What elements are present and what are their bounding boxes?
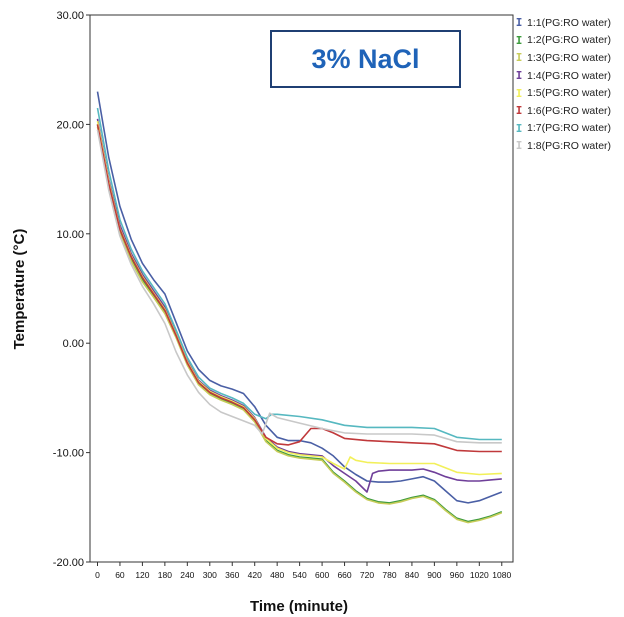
y-axis-label: Temperature (°C) [11, 229, 28, 350]
legend-swatch-3: I [515, 51, 523, 65]
series-line-6 [96, 124, 502, 453]
series-line-2 [96, 124, 503, 523]
x-tick-label: 660 [337, 570, 351, 580]
x-tick-label: 1080 [492, 570, 511, 580]
x-tick-label: 840 [405, 570, 419, 580]
x-tick-label: 960 [450, 570, 464, 580]
legend-swatch-6: I [515, 104, 523, 118]
y-tick-label: 10.00 [56, 229, 84, 241]
legend-label-4: 1:4(PG:RO water) [527, 69, 612, 82]
series-line-7 [96, 107, 502, 441]
x-tick-label: 480 [270, 570, 284, 580]
legend-label-7: 1:7(PG:RO water) [527, 122, 612, 135]
x-tick-label: 900 [427, 570, 441, 580]
legend-item-2: I 1:2(PG:RO water) [514, 32, 622, 50]
plot-frame [89, 14, 514, 563]
series-layer [96, 91, 503, 524]
x-tick-label: 120 [135, 570, 149, 580]
y-tick-label: -10.00 [53, 448, 84, 460]
legend-swatch-5: I [515, 86, 523, 100]
x-tick-label: 60 [115, 570, 125, 580]
legend-item-8: I 1:8(PG:RO water) [514, 137, 622, 155]
legend-item-1: I 1:1(PG:RO water) [514, 14, 622, 32]
legend-item-4: I 1:4(PG:RO water) [514, 67, 622, 85]
legend-swatch-1: I [515, 16, 523, 30]
legend-swatch-2: I [515, 33, 523, 47]
x-tick-label: 240 [180, 570, 194, 580]
legend-swatch-8: I [515, 139, 523, 153]
annotation-text: 3% NaCl [311, 43, 420, 74]
legend-swatch-4: I [515, 69, 523, 83]
legend-item-6: I 1:6(PG:RO water) [514, 102, 622, 120]
series-line-8 [96, 129, 502, 444]
legend-item-3: I 1:3(PG:RO water) [514, 49, 622, 67]
x-tick-label: 300 [203, 570, 217, 580]
y-tick-label: 30.00 [56, 10, 84, 22]
legend-item-7: I 1:7(PG:RO water) [514, 120, 622, 138]
x-tick-label: 360 [225, 570, 239, 580]
legend: I 1:1(PG:RO water) I 1:2(PG:RO water) I 1:3(P… [514, 14, 622, 155]
legend-label-8: 1:8(PG:RO water) [527, 139, 612, 152]
y-tick-label: 0.00 [63, 338, 84, 350]
annotation-box: 3% NaCl [270, 30, 461, 88]
x-tick-label: 600 [315, 570, 329, 580]
x-tick-label: 780 [382, 570, 396, 580]
legend-item-5: I 1:5(PG:RO water) [514, 84, 622, 102]
legend-label-1: 1:1(PG:RO water) [527, 16, 612, 29]
legend-label-3: 1:3(PG:RO water) [527, 51, 612, 64]
series-line-4 [96, 118, 502, 493]
legend-label-2: 1:2(PG:RO water) [527, 34, 612, 47]
legend-label-5: 1:5(PG:RO water) [527, 87, 612, 100]
series-line-3 [96, 126, 503, 524]
x-tick-label: 420 [248, 570, 262, 580]
x-tick-label: 540 [293, 570, 307, 580]
x-tick-label: 720 [360, 570, 374, 580]
plot-axes [89, 14, 514, 563]
x-tick-label: 1020 [470, 570, 489, 580]
y-tick-label: -20.00 [53, 557, 84, 569]
legend-label-6: 1:6(PG:RO water) [527, 104, 612, 117]
ticks-layer: 30.00 20.00 10.00 0.00 -10.00 -20.00 0 60 120 180… [53, 10, 512, 580]
x-tick-label: 180 [158, 570, 172, 580]
legend-swatch-7: I [515, 121, 523, 135]
x-axis-label: Time (minute) [250, 598, 348, 615]
x-tick-label: 0 [95, 570, 100, 580]
y-tick-label: 20.00 [56, 119, 84, 131]
